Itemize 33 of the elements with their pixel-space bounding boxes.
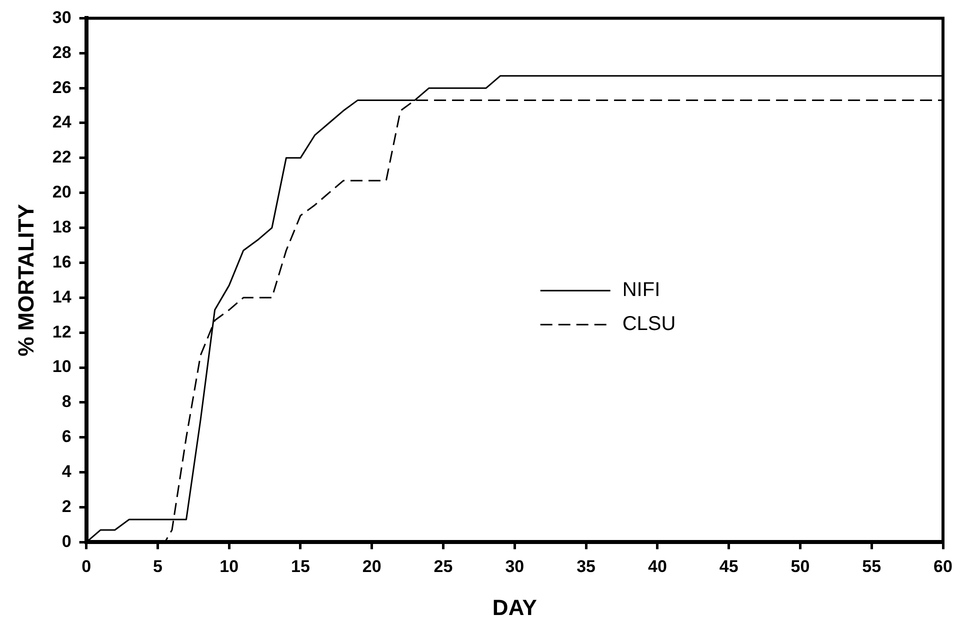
y-tick-label: 0 (62, 532, 72, 551)
x-tick-label: 40 (648, 557, 667, 576)
legend-label: NIFI (622, 279, 660, 302)
x-tick-label: 15 (291, 557, 310, 576)
y-tick-label: 28 (52, 42, 72, 62)
x-tick-label: 55 (862, 557, 882, 576)
x-tick-label: 5 (152, 557, 162, 576)
y-tick-label: 20 (52, 182, 72, 202)
y-axis-title: % MORTALITY (13, 204, 38, 356)
y-tick-label: 10 (52, 357, 72, 376)
y-tick-label: 22 (52, 148, 72, 167)
y-tick-label: 18 (52, 217, 72, 236)
y-tick-label: 24 (52, 112, 72, 132)
x-tick-label: 25 (434, 557, 453, 576)
x-tick-label: 50 (790, 557, 810, 576)
y-tick-label: 12 (52, 322, 72, 342)
y-tick-label: 14 (52, 287, 72, 306)
y-tick-label: 30 (52, 8, 72, 27)
y-tick-label: 2 (62, 496, 72, 516)
x-tick-label: 45 (719, 557, 738, 576)
y-tick-label: 16 (52, 252, 72, 272)
x-tick-label: 20 (362, 557, 382, 576)
x-axis-title: DAY (492, 594, 538, 620)
legend-label: CLSU (622, 313, 676, 336)
x-tick-label: 0 (82, 557, 92, 576)
x-tick-label: 30 (505, 557, 524, 576)
x-tick-label: 10 (220, 557, 239, 576)
y-tick-label: 6 (62, 427, 72, 446)
y-tick-label: 8 (62, 392, 72, 412)
y-tick-label: 4 (62, 462, 72, 482)
x-tick-label: 60 (934, 557, 952, 576)
x-tick-label: 35 (576, 557, 596, 576)
y-tick-label: 26 (52, 78, 72, 97)
